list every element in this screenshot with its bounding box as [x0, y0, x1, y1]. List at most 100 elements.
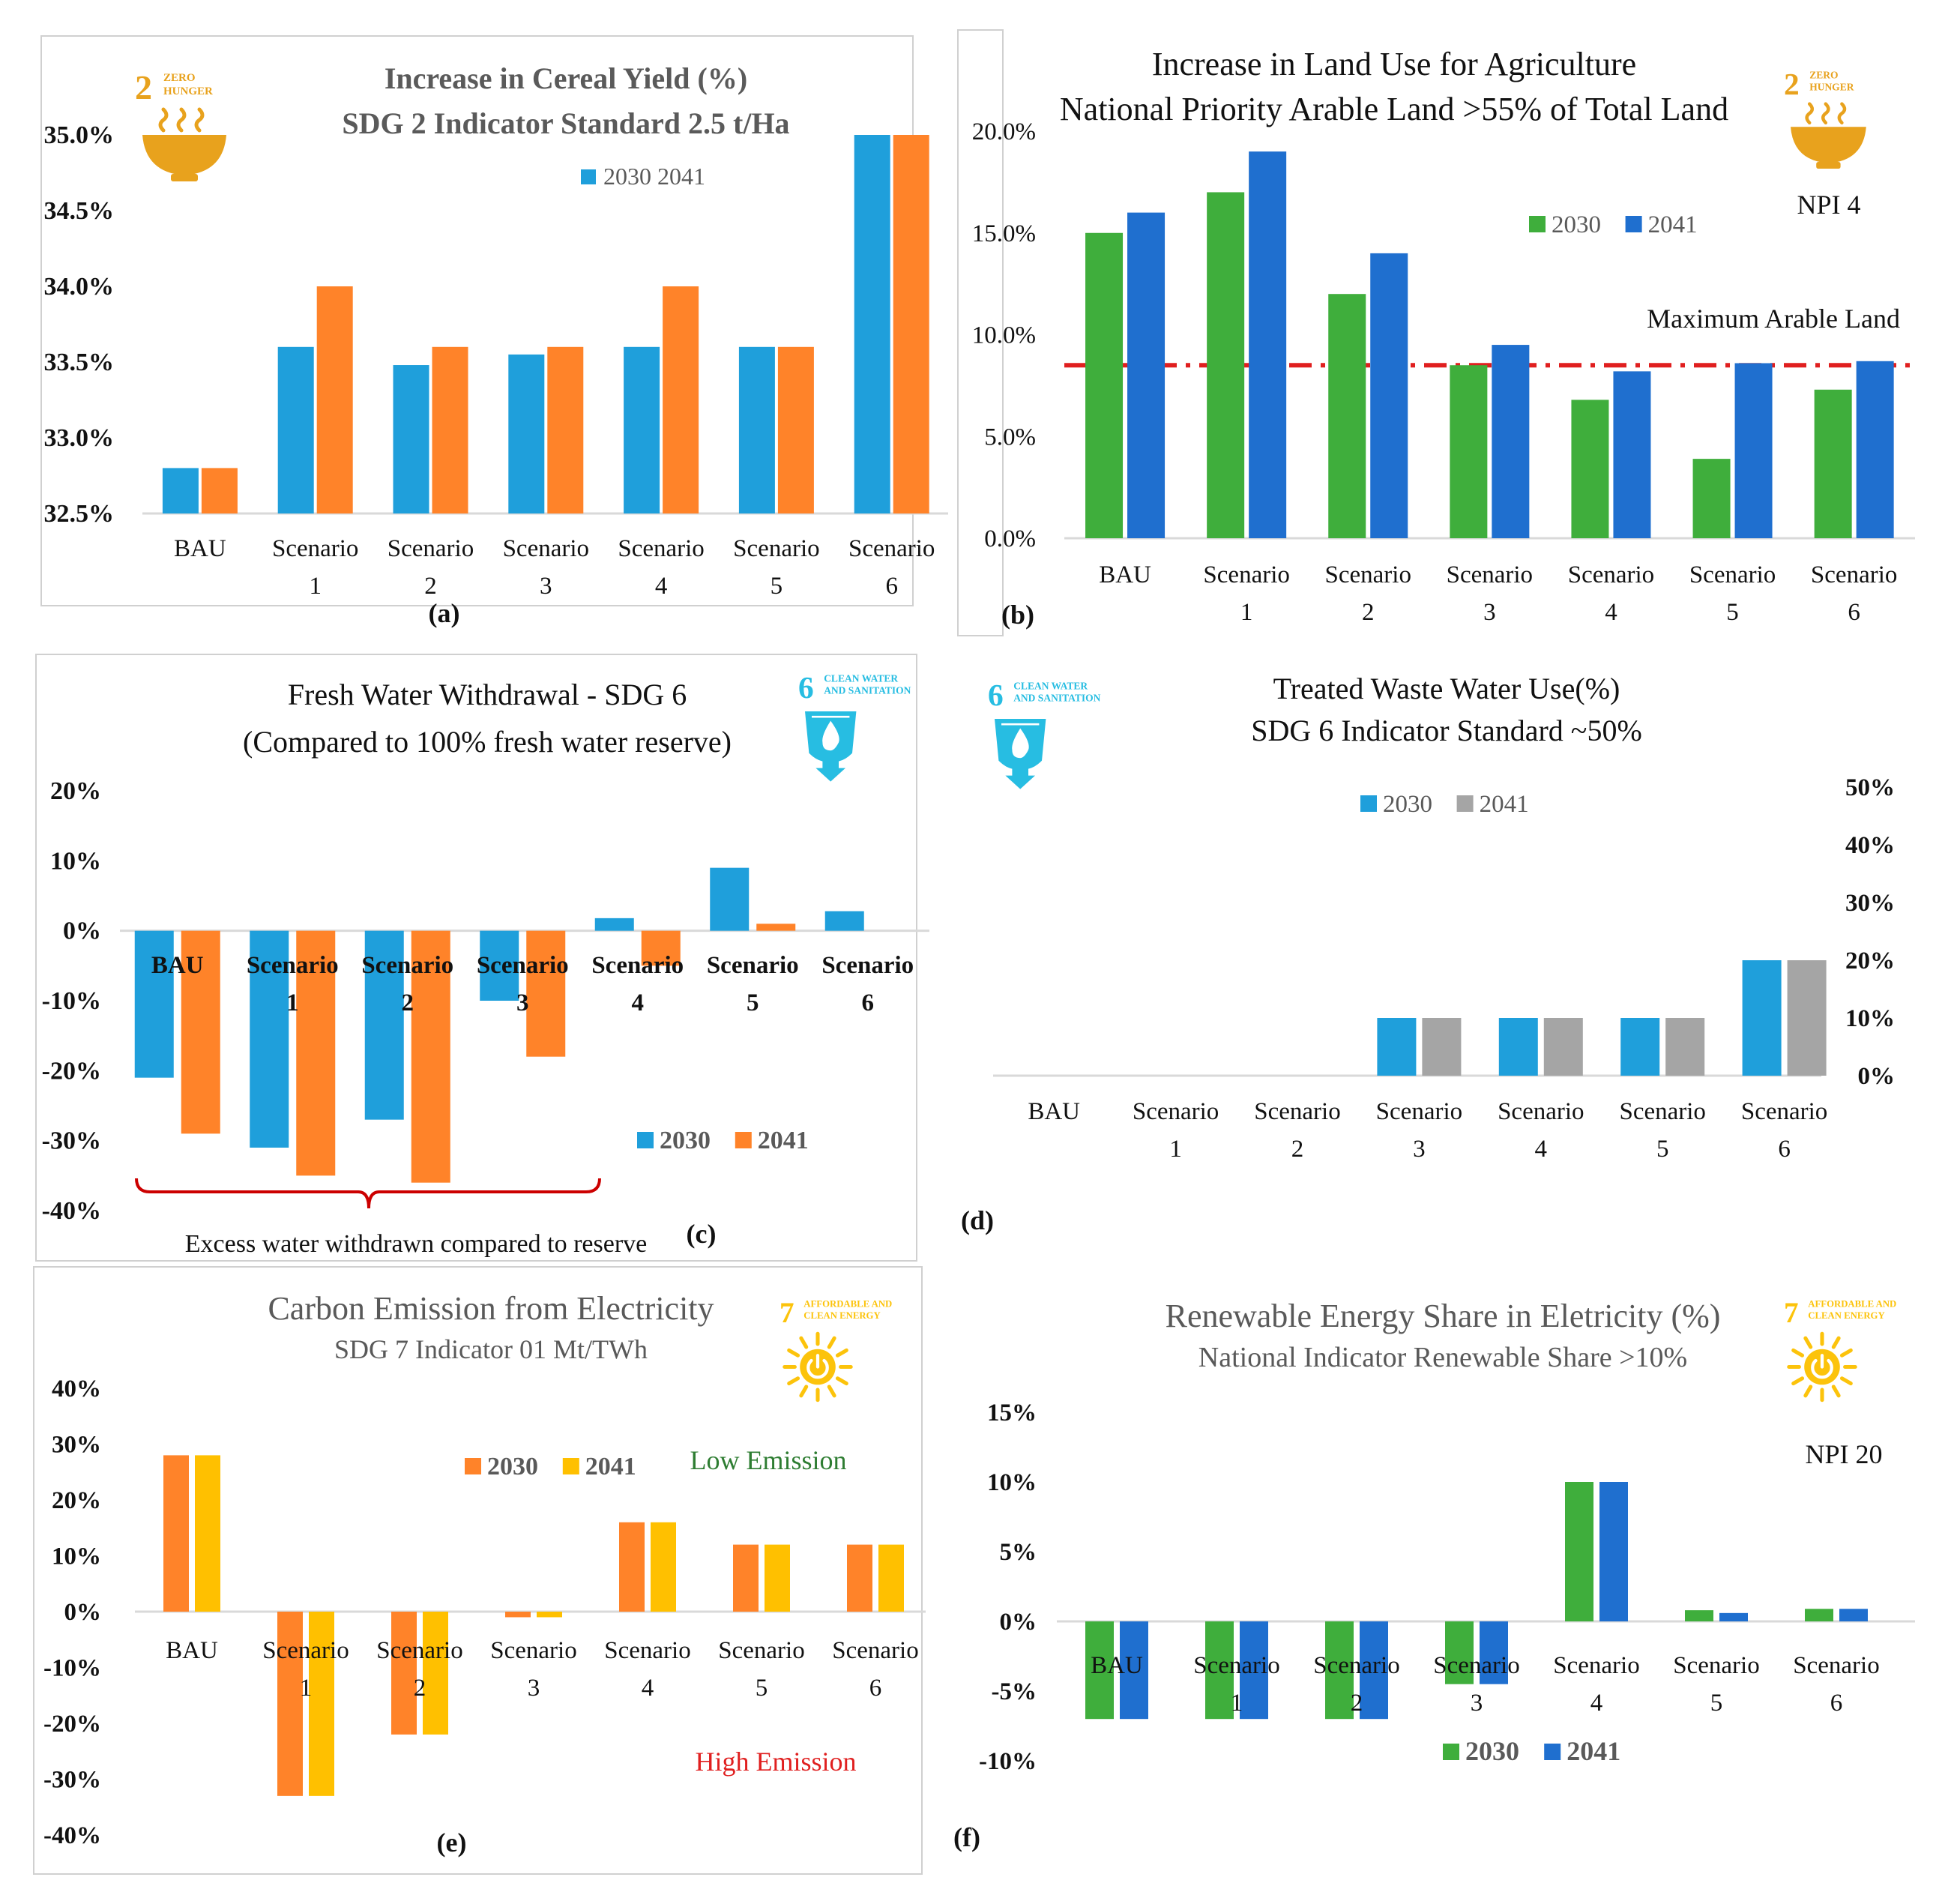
bar-2030-scenario-2 — [364, 930, 404, 1120]
sdg-goal-number: 7 — [1784, 1297, 1799, 1329]
bar-2041-scenario-2 — [432, 346, 468, 513]
bar-2041-scenario-5 — [1734, 363, 1773, 538]
sdg-goal-number: 7 — [780, 1297, 794, 1329]
sdg-6-badge: 6 CLEAN WATER AND SANITATION — [988, 678, 1101, 789]
legend-swatch — [1529, 216, 1546, 232]
legend-label: 2030 — [1465, 1736, 1519, 1766]
category-label: Scenario — [848, 535, 935, 562]
category-label: 3 — [516, 989, 529, 1016]
category-label: 6 — [1830, 1690, 1843, 1717]
y-tick-label: 0% — [64, 1599, 102, 1626]
category-label: 6 — [1778, 1136, 1791, 1163]
reference-line-label: Maximum Arable Land — [1647, 304, 1900, 334]
y-tick-label: -20% — [42, 1057, 101, 1085]
legend-label: 2041 — [585, 1453, 636, 1480]
bar-2030-scenario-2 — [1328, 294, 1366, 538]
y-tick-label: 20% — [1845, 948, 1895, 974]
sdg-goal-number: 6 — [988, 678, 1004, 712]
bar-2041-scenario-1 — [1240, 1621, 1268, 1720]
category-label: Scenario — [1498, 1098, 1584, 1125]
category-label: Scenario — [1433, 1652, 1519, 1679]
chart-title: Increase in Cereal Yield (%) — [385, 61, 747, 95]
bar-2041-scenario-2 — [423, 1612, 448, 1735]
chart-title: Increase in Land Use for Agriculture — [1152, 46, 1636, 82]
category-label: 5 — [1726, 599, 1739, 626]
sdg-goal-label: ZERO — [1809, 69, 1838, 80]
legend-label: 2030 2041 — [603, 163, 705, 190]
category-label: 4 — [1535, 1136, 1548, 1163]
category-label: 2 — [414, 1675, 426, 1702]
bar-2030-scenario-3 — [480, 930, 519, 1001]
category-label: Scenario — [718, 1637, 804, 1664]
bar-2041-scenario-1 — [1249, 151, 1287, 538]
chart-subtitle: National Indicator Renewable Share >10% — [1198, 1342, 1687, 1373]
bar-2030-scenario-4 — [1571, 400, 1609, 538]
bar-2030-scenario-1 — [1205, 1621, 1234, 1720]
bar-2030-scenario-5 — [1692, 459, 1731, 538]
bar-2041-bau — [195, 1455, 220, 1612]
bar-2030-scenario-1 — [277, 1612, 303, 1796]
category-label: Scenario — [591, 952, 684, 979]
bar-2041-scenario-2 — [1360, 1621, 1388, 1720]
chart-subtitle: (Compared to 100% fresh water reserve) — [243, 725, 732, 759]
y-tick-label: -40% — [43, 1822, 101, 1849]
legend-label: 2041 — [758, 1127, 809, 1154]
category-label: Scenario — [361, 952, 453, 979]
bar-2041-scenario-4 — [1613, 371, 1651, 538]
bowl-icon — [142, 107, 226, 181]
category-label: Scenario — [1447, 561, 1533, 588]
legend-swatch — [1544, 1744, 1561, 1760]
category-label: 2 — [1362, 599, 1375, 626]
category-label: Scenario — [503, 535, 589, 562]
y-tick-label: 0.0% — [984, 525, 1036, 552]
chart-panel-c: 20% 10% 0% -10% -20% -30% -40% BAU Scenario 1 Scen… — [35, 654, 929, 1262]
category-label: 6 — [862, 989, 875, 1016]
sdg-goal-label: CLEAN ENERGY — [803, 1310, 880, 1321]
category-label: 3 — [1483, 599, 1496, 626]
bar-2030-scenario-5 — [710, 867, 750, 931]
category-label: 6 — [1848, 599, 1860, 626]
bar-2041-scenario-4 — [641, 930, 681, 966]
sdg-goal-number: 6 — [798, 670, 814, 705]
bar-2030-scenario-4 — [619, 1522, 645, 1612]
chart-panel-e: 40% 30% 20% 10% 0% -10% -20% -30% -40% BAU Scenari… — [33, 1266, 926, 1875]
category-label: Scenario — [733, 535, 819, 562]
legend-label: 2030 — [487, 1453, 538, 1480]
category-label: 4 — [1590, 1690, 1603, 1717]
category-label: Scenario — [1133, 1098, 1219, 1125]
bar-2030-scenario-3 — [1445, 1621, 1474, 1684]
category-label: 2 — [1351, 1690, 1363, 1717]
bar-2041-scenario-5 — [777, 346, 814, 513]
bar-2041-scenario-6 — [1787, 960, 1827, 1076]
legend-swatch — [637, 1132, 654, 1148]
category-label: Scenario — [1689, 561, 1776, 588]
y-tick-label: -30% — [43, 1767, 101, 1794]
category-label: Scenario — [604, 1637, 690, 1664]
bar-2041-scenario-5 — [1719, 1612, 1748, 1621]
y-tick-label: 10% — [50, 847, 101, 875]
excess-water-bracket — [135, 1178, 601, 1209]
category-label: Scenario — [388, 535, 474, 562]
category-label: 3 — [540, 573, 552, 600]
category-label: Scenario — [1313, 1652, 1399, 1679]
category-label: 6 — [869, 1675, 882, 1702]
y-tick-label: 15% — [987, 1400, 1037, 1426]
category-label: 6 — [885, 573, 898, 600]
sdg-goal-label: AFFORDABLE AND — [803, 1299, 892, 1310]
legend-swatch — [1625, 216, 1642, 232]
y-tick-label: 33.5% — [44, 349, 115, 376]
category-label: 1 — [286, 989, 299, 1016]
y-tick-label: 0% — [1000, 1609, 1037, 1636]
bar-2030-scenario-4 — [594, 918, 634, 931]
bar-2041-scenario-1 — [296, 930, 336, 1176]
category-label: Scenario — [1673, 1652, 1759, 1679]
category-label: Scenario — [1203, 561, 1289, 588]
category-label: 4 — [642, 1675, 654, 1702]
sdg-goal-label: HUNGER — [1809, 82, 1854, 93]
category-label: 1 — [1240, 599, 1253, 626]
bowl-icon — [1791, 102, 1866, 169]
chart-title: Treated Waste Water Use(%) — [1273, 672, 1620, 705]
category-label: BAU — [1099, 561, 1151, 588]
